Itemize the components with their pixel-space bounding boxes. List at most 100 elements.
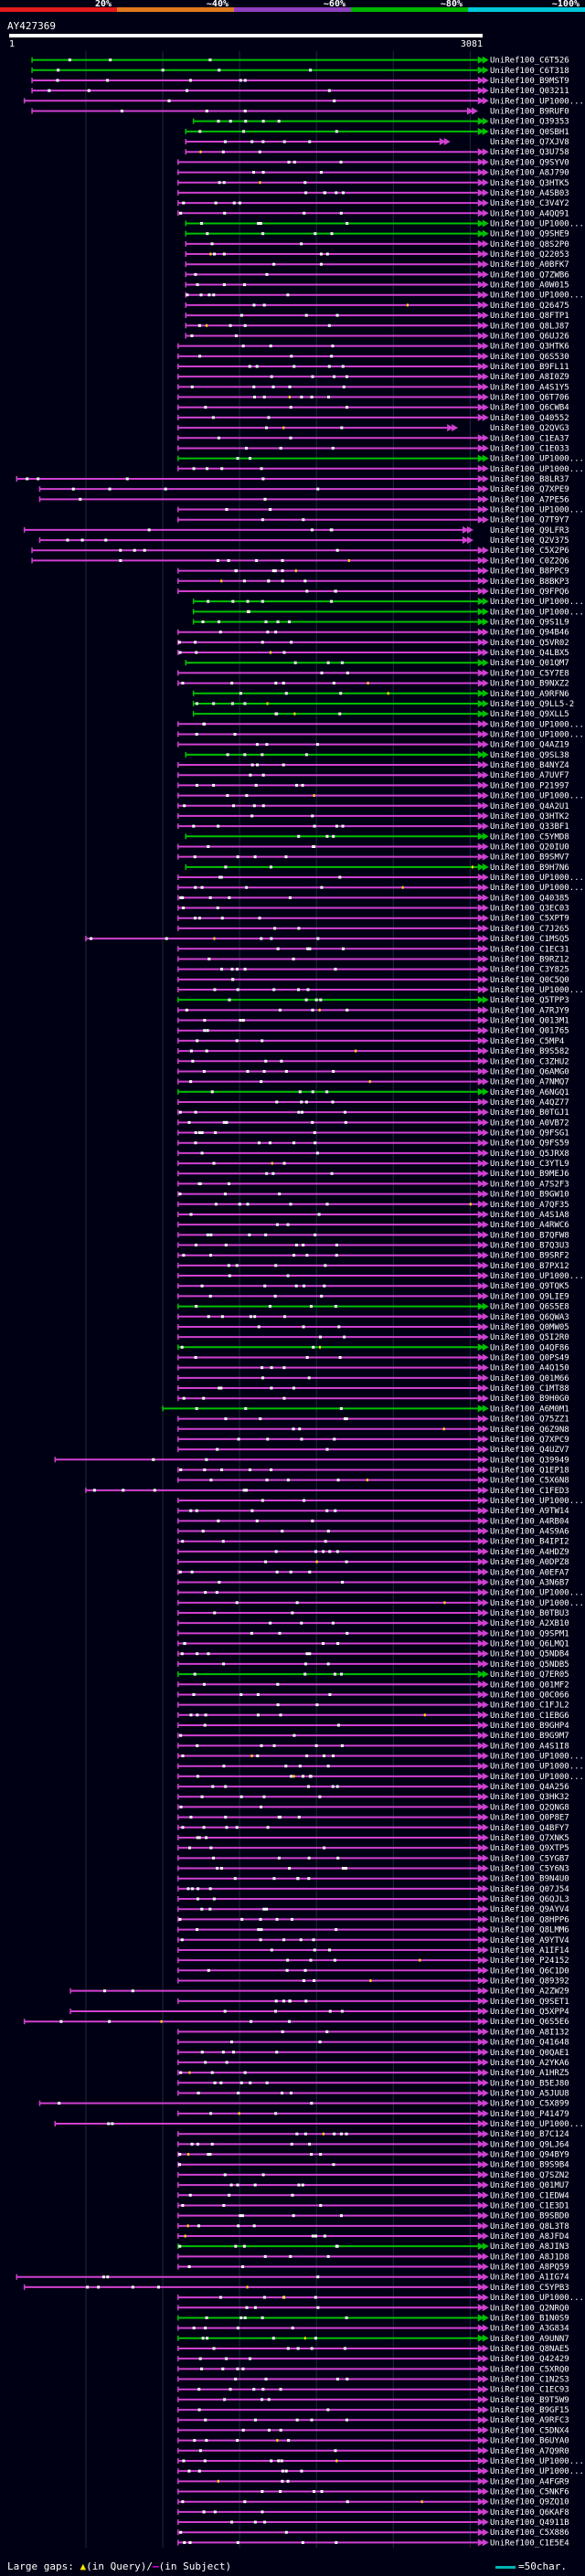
mismatch-mark bbox=[232, 201, 236, 205]
hit-end-arrow bbox=[477, 1803, 484, 1811]
mismatch-mark bbox=[335, 191, 338, 195]
hit-end-arrow bbox=[482, 2436, 489, 2444]
hit-end-arrow bbox=[482, 822, 489, 831]
hit-end-arrow bbox=[482, 2140, 489, 2148]
scale-label: ~60% bbox=[324, 0, 346, 9]
hit-end-arrow bbox=[477, 1742, 484, 1750]
hit-label: UniRef100_UP1000... bbox=[490, 792, 584, 801]
mismatch-mark bbox=[209, 1479, 213, 1482]
hit-end-arrow bbox=[482, 2109, 489, 2117]
hit-end-arrow bbox=[482, 168, 489, 176]
mismatch-mark bbox=[197, 1182, 201, 1185]
mismatch-mark bbox=[263, 2520, 267, 2524]
hit-end-arrow bbox=[477, 781, 484, 790]
hit-end-arrow bbox=[477, 2528, 484, 2537]
hit-label: UniRef100_Q01M66 bbox=[490, 1374, 569, 1383]
hit-label: UniRef100_C3V4Y2 bbox=[490, 199, 569, 208]
hit-end-arrow bbox=[477, 1844, 484, 1852]
hit-end-arrow bbox=[477, 649, 484, 657]
mismatch-mark bbox=[317, 1213, 321, 1216]
hit-end-arrow bbox=[482, 1659, 489, 1668]
gap-mark bbox=[387, 692, 389, 695]
hit-end-arrow bbox=[482, 598, 489, 606]
mismatch-mark bbox=[222, 1120, 226, 1124]
mismatch-mark bbox=[298, 1427, 302, 1431]
mismatch-mark bbox=[334, 968, 337, 971]
hit-label: UniRef100_A4QZ77 bbox=[490, 1098, 569, 1108]
mismatch-mark bbox=[219, 2081, 223, 2084]
mismatch-mark bbox=[229, 2041, 233, 2044]
hit-end-arrow bbox=[477, 1446, 484, 1454]
hit-end-arrow bbox=[482, 557, 489, 565]
hit-end-arrow bbox=[477, 1987, 484, 1995]
hit-end-arrow bbox=[477, 1527, 484, 1535]
mismatch-mark bbox=[189, 1816, 193, 1819]
mismatch-mark bbox=[316, 487, 320, 491]
mismatch-mark bbox=[324, 1264, 327, 1267]
hit-label: UniRef100_A7S2F3 bbox=[490, 1180, 569, 1189]
hit-end-arrow bbox=[482, 1711, 489, 1719]
hit-label: UniRef100_B9N4U0 bbox=[490, 1875, 569, 1884]
mismatch-mark bbox=[230, 682, 234, 685]
mismatch-mark bbox=[206, 2337, 209, 2340]
mismatch-mark bbox=[235, 1039, 239, 1043]
hit-label: UniRef100_A5JUU8 bbox=[490, 2089, 569, 2098]
mismatch-mark bbox=[217, 436, 220, 440]
mismatch-mark bbox=[213, 2081, 217, 2084]
mismatch-mark bbox=[334, 589, 337, 593]
mismatch-mark bbox=[325, 1509, 329, 1512]
mismatch-mark bbox=[241, 345, 245, 348]
hit-label: UniRef100_UP1000... bbox=[490, 1272, 584, 1281]
mismatch-mark bbox=[301, 783, 304, 787]
hit-end-arrow bbox=[477, 1343, 484, 1352]
hit-end-arrow bbox=[482, 2314, 489, 2322]
hit-end-arrow bbox=[477, 771, 484, 779]
hit-label: UniRef100_Q0P8E7 bbox=[490, 1814, 569, 1823]
hit-label: UniRef100_A4RWC6 bbox=[490, 1221, 569, 1230]
hit-label: UniRef100_Q03211 bbox=[490, 87, 569, 96]
hit-end-arrow bbox=[482, 2242, 489, 2251]
hit-label: UniRef100_Q9LL5-2 bbox=[490, 700, 574, 709]
hit-end-arrow bbox=[477, 2273, 484, 2281]
hit-label: UniRef100_B8BKP3 bbox=[490, 578, 569, 587]
mismatch-mark bbox=[235, 1601, 239, 1605]
mismatch-mark bbox=[298, 1765, 302, 1768]
hit-label: UniRef100_C5DNX4 bbox=[490, 2426, 569, 2435]
mismatch-mark bbox=[152, 1458, 155, 1461]
mismatch-mark bbox=[343, 1335, 346, 1339]
hit-end-arrow bbox=[482, 2395, 489, 2403]
mismatch-mark bbox=[207, 844, 210, 848]
gap-mark bbox=[293, 712, 296, 716]
hit-label: UniRef100_Q8FTP1 bbox=[490, 312, 569, 321]
hit-end-arrow bbox=[477, 1160, 484, 1168]
mismatch-mark bbox=[270, 2459, 273, 2463]
hit-label: UniRef100_A9RFN6 bbox=[490, 690, 569, 699]
gap-mark bbox=[471, 865, 473, 869]
mismatch-mark bbox=[314, 2295, 317, 2299]
hit-end-arrow bbox=[477, 2242, 484, 2251]
mismatch-mark bbox=[107, 2122, 111, 2125]
query-gap-icon: ▲ bbox=[80, 2560, 87, 2572]
hit-label: UniRef100_Q3EC03 bbox=[490, 905, 569, 914]
mismatch-mark bbox=[316, 937, 320, 940]
mismatch-mark bbox=[245, 2306, 249, 2309]
mismatch-mark bbox=[196, 1713, 199, 1717]
hit-end-arrow bbox=[482, 1884, 489, 1892]
hit-end-arrow bbox=[477, 158, 484, 166]
hit-end-arrow bbox=[452, 424, 459, 432]
mismatch-mark bbox=[345, 375, 348, 378]
hit-end-arrow bbox=[482, 2365, 489, 2373]
mismatch-mark bbox=[238, 201, 241, 205]
mismatch-mark bbox=[300, 396, 303, 399]
hit-end-arrow bbox=[482, 1517, 489, 1525]
mismatch-mark bbox=[225, 1120, 229, 1124]
hit-end-arrow bbox=[482, 740, 489, 748]
hit-end-arrow bbox=[477, 1895, 484, 1903]
mismatch-mark bbox=[288, 1999, 292, 2003]
mismatch-mark bbox=[289, 2091, 292, 2094]
mismatch-mark bbox=[268, 1141, 271, 1145]
mismatch-mark bbox=[194, 1355, 197, 1359]
mismatch-mark bbox=[319, 998, 323, 1002]
mismatch-mark bbox=[300, 1437, 303, 1441]
hit-end-arrow bbox=[477, 1087, 484, 1096]
